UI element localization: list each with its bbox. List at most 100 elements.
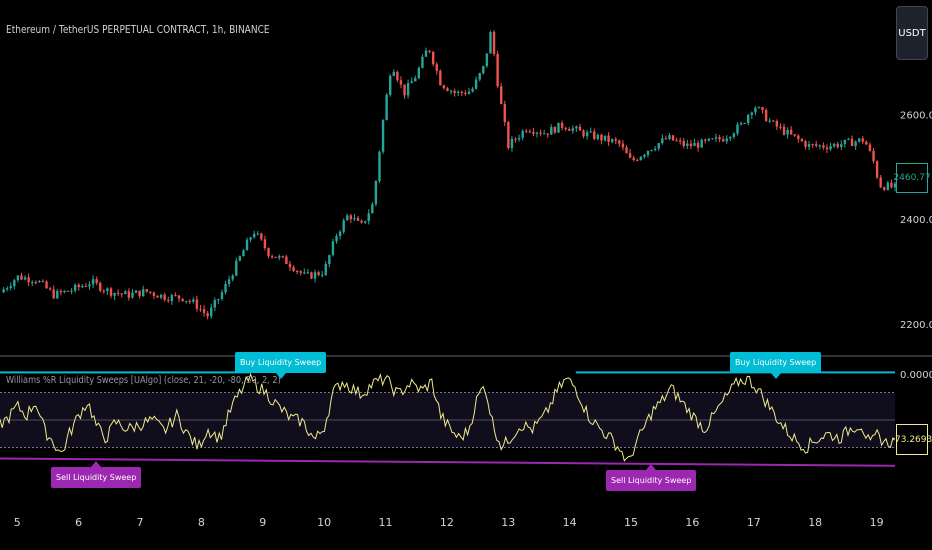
candle-body (202, 309, 206, 313)
candle-body (199, 308, 202, 310)
currency-button[interactable]: USDT (896, 6, 928, 60)
candle-body (446, 88, 449, 91)
candle-body (607, 135, 610, 142)
time-tick-label: 15 (624, 516, 638, 529)
candle-body (822, 145, 825, 148)
candle-body (553, 127, 557, 133)
candle-body (88, 284, 91, 287)
candle-body (632, 157, 635, 160)
time-tick-label: 8 (198, 516, 205, 529)
candle-body (285, 256, 288, 264)
indicator-title[interactable]: Williams %R Liquidity Sweeps [UAlgo] (cl… (6, 375, 281, 386)
candle-body (217, 299, 220, 301)
candle-body (689, 143, 693, 147)
candle-body (625, 147, 628, 154)
candle-body (478, 73, 481, 80)
time-axis-labels: 5 6 7 8 9 10 11 12 13 14 15 16 17 18 19 (14, 516, 884, 529)
candle-body (711, 138, 714, 140)
candle-body (700, 139, 703, 148)
candle-body (836, 143, 839, 148)
candle-body (338, 231, 342, 237)
candle-body (263, 239, 267, 249)
candle-body (399, 80, 403, 85)
candle-body (840, 144, 843, 148)
candle-body (761, 107, 764, 111)
candle-body (754, 107, 757, 113)
candle-body (829, 146, 832, 150)
candle-body (546, 133, 549, 135)
candle-body (521, 130, 524, 138)
candle-body (657, 143, 660, 149)
sell-sweep-line (0, 457, 896, 467)
candle-body (242, 250, 245, 257)
candle-body (747, 114, 750, 124)
candle-body (163, 294, 166, 300)
candle-body (582, 130, 585, 137)
candle-body (875, 161, 879, 178)
candle-body (514, 138, 517, 140)
time-tick-label: 7 (136, 516, 143, 529)
candle-body (825, 147, 829, 150)
candle-body (650, 149, 653, 151)
candle-body (142, 289, 145, 297)
candle-body (292, 267, 295, 272)
candle-body (578, 126, 582, 131)
candle-body (789, 129, 793, 135)
candle-body (517, 137, 521, 140)
time-tick-label: 18 (808, 516, 822, 529)
time-tick-label: 11 (379, 516, 393, 529)
candle-body (603, 135, 607, 141)
candle-body (167, 299, 170, 301)
candle-body (492, 31, 496, 54)
candle-body (564, 127, 567, 130)
candle-body (528, 131, 532, 133)
time-tick-label: 13 (501, 516, 515, 529)
candle-body (596, 134, 600, 140)
candle-body (303, 272, 306, 274)
candle-body (628, 153, 632, 158)
candle-body (764, 110, 768, 122)
candle-body (84, 285, 88, 287)
candle-body (73, 284, 77, 291)
candle-body (482, 65, 485, 74)
candle-body (374, 180, 378, 205)
candle-body (428, 50, 431, 52)
candle-body (145, 289, 148, 292)
candle-body (872, 150, 875, 162)
candle-body (704, 139, 707, 141)
candle-body (410, 81, 413, 84)
candle-body (227, 279, 231, 284)
candle-body (664, 138, 668, 140)
candle-body (392, 71, 395, 76)
candle-body (210, 307, 213, 317)
candle-body (159, 294, 163, 298)
candle-body (668, 135, 671, 140)
candle-body (535, 132, 539, 134)
candle-body (381, 120, 385, 152)
candle-body (854, 141, 857, 147)
candle-body (575, 126, 578, 129)
candle-body (181, 298, 184, 302)
candle-body (865, 141, 868, 145)
candle-body (503, 103, 506, 123)
candle-body (736, 124, 739, 134)
candle-body (256, 233, 259, 235)
candle-body (134, 290, 138, 293)
candle-body (693, 142, 696, 147)
candle-body (757, 107, 761, 109)
candle-body (120, 293, 123, 295)
candle-body (313, 272, 317, 279)
candle-body (138, 290, 141, 297)
candle-body (568, 129, 571, 131)
candle-body (532, 131, 535, 134)
candle-body (886, 182, 890, 190)
candle-body (858, 138, 861, 142)
candle-body (77, 284, 80, 288)
candle-body (109, 288, 113, 296)
candle-body (113, 292, 116, 296)
candle-body (725, 138, 728, 142)
candle-body (353, 217, 356, 220)
candle-body (653, 148, 657, 150)
candle-body (507, 122, 510, 149)
